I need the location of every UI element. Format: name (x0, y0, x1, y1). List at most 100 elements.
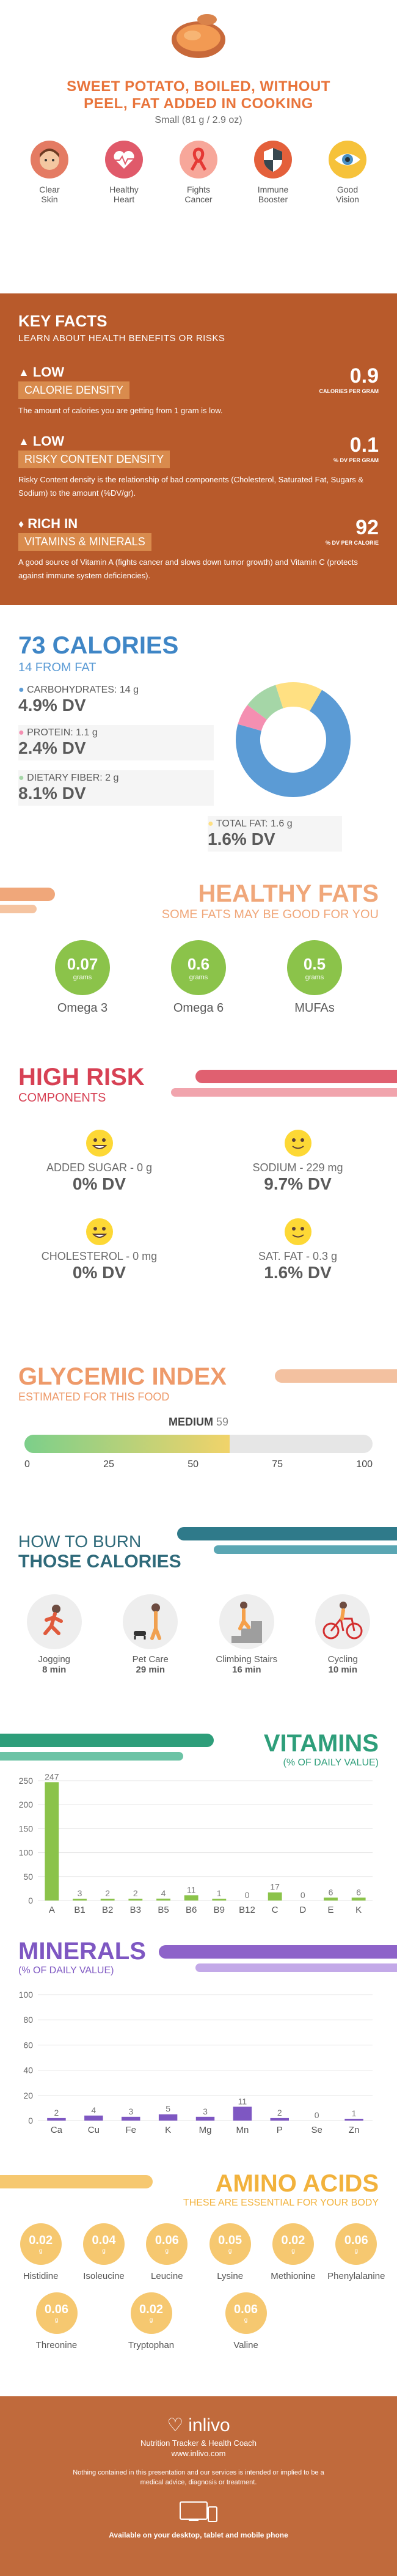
fat-value: 0.07 (67, 954, 98, 973)
smile-icon (86, 1218, 113, 1245)
bar (233, 2107, 252, 2121)
y-tick-label: 150 (19, 1823, 34, 1833)
x-tick-label: B6 (186, 1905, 197, 1915)
benefit-item: Healthy Heart (93, 141, 155, 204)
fact-name: VITAMINS & MINERALS (18, 533, 151, 551)
amino-section: AMINO ACIDS THESE ARE ESSENTIAL FOR YOUR… (0, 2164, 397, 2396)
devices-icon (24, 2500, 373, 2527)
bar (45, 1782, 59, 1901)
data-label: 1 (217, 1888, 222, 1898)
y-tick-label: 50 (23, 1872, 33, 1882)
serving-size: Small (81 g / 2.9 oz) (155, 115, 242, 125)
benefits-row: Clear Skin Healthy Heart Fights Cancer I… (0, 126, 397, 204)
data-label: 6 (356, 1887, 361, 1897)
amino-bubble: 0.02 g (130, 2292, 172, 2334)
tick-label: 0 (24, 1459, 30, 1470)
amino-value: 0.02 (139, 2303, 163, 2316)
macro-label: TOTAL FAT: 1.6 g (216, 819, 293, 829)
risk-dv: 9.7% DV (264, 1174, 332, 1193)
key-facts-subheading: LEARN ABOUT HEALTH BENEFITS OR RISKS (18, 333, 225, 344)
amino-item: 0.06 g Valine (216, 2292, 277, 2350)
x-tick-label: P (277, 2125, 283, 2135)
risk-label: ADDED SUGAR - 0 g (46, 1161, 153, 1174)
fat-label: Omega 6 (173, 1001, 224, 1015)
risk-item: CHOLESTEROL - 0 mg 0% DV (0, 1218, 198, 1282)
bar (158, 2114, 178, 2121)
glycemic-section: GLYCEMIC INDEX ESTIMATED FOR THIS FOOD M… (0, 1351, 397, 1516)
risk-item: ADDED SUGAR - 0 g 0% DV (0, 1130, 198, 1194)
glycemic-bar-fill (24, 1435, 230, 1453)
benefit-label: Heart (113, 194, 135, 204)
donut-slice-fat (236, 682, 351, 797)
healthy-fats-section: HEALTHY FATS SOME FATS MAY BE GOOD FOR Y… (0, 862, 397, 1045)
data-label: 11 (187, 1885, 196, 1894)
amino-unit: g (54, 2317, 59, 2324)
glycemic-value: 59 (216, 1416, 229, 1428)
data-label: 2 (133, 1888, 138, 1898)
amino-label: Lysine (217, 2271, 244, 2281)
healthy-fats-title: HEALTHY FATS (198, 880, 379, 907)
fat-unit: grams (73, 973, 92, 981)
brand-name: inlivo (188, 2415, 230, 2435)
fat-unit: grams (189, 973, 208, 981)
data-label: 3 (203, 2107, 208, 2116)
jogging-icon (26, 1594, 82, 1649)
macro-fat: ● TOTAL FAT: 1.6 g 1.6% DV (208, 816, 342, 852)
healthy-fats-subtitle: SOME FATS MAY BE GOOD FOR YOU (161, 908, 379, 921)
fact-description: Risky Content density is the relationshi… (18, 475, 364, 498)
heart-pulse-icon (105, 141, 143, 178)
glycemic-title: GLYCEMIC INDEX (18, 1363, 227, 1390)
minerals-bar-chart: 0 20 40 60 80 100 2 Ca 4 Cu 3 Fe 5 K 3 Mg 11 Mn 2 P 0 Se 1 Zn (19, 1990, 373, 2135)
amino-bubble: 0.06 g (335, 2223, 377, 2265)
tick-label: 50 (188, 1459, 198, 1470)
benefit-label: Healthy (109, 185, 139, 194)
bar (73, 1899, 87, 1901)
decor-stripes (275, 1369, 397, 1383)
amino-unit: g (102, 2248, 106, 2254)
smile-icon (284, 1218, 311, 1245)
dot-icon: ● (18, 727, 24, 738)
macro-dv: 1.6% DV (208, 830, 275, 848)
burn-item: Climbing Stairs 16 min (210, 1594, 283, 1675)
amino-item: 0.02 g Histidine (10, 2223, 71, 2281)
burn-item: Pet Care 29 min (114, 1594, 187, 1675)
benefit-item: Immune Booster (242, 141, 304, 204)
amino-unit: g (149, 2317, 153, 2324)
flame-icon: ▲ (18, 366, 29, 378)
risk-dv: 1.6% DV (264, 1263, 332, 1282)
amino-label: Tryptophan (128, 2340, 175, 2350)
amino-bubble: 0.04 g (82, 2223, 125, 2265)
fat-item: 0.07 grams Omega 3 (55, 940, 110, 1015)
burn-value: 10 min (328, 1665, 358, 1675)
data-label: 0 (245, 1890, 250, 1900)
fat-item: 0.6 grams Omega 6 (171, 940, 226, 1015)
high-risk-section: HIGH RISK COMPONENTS ADDED SUGAR - 0 g 0… (0, 1045, 397, 1351)
risk-item: SAT. FAT - 0.3 g 1.6% DV (198, 1218, 397, 1282)
page-title-line-2: PEEL, FAT ADDED IN COOKING (84, 95, 313, 112)
data-label: 6 (329, 1887, 333, 1897)
data-label: 4 (161, 1888, 166, 1898)
data-label: 2 (105, 1888, 110, 1898)
fat-item: 0.5 grams MUFAs (287, 940, 342, 1015)
bar (324, 1897, 338, 1901)
decor-stripes (0, 1752, 183, 1761)
calories-title: 73 CALORIES (18, 632, 179, 659)
y-tick-label: 200 (19, 1800, 34, 1809)
amino-label: Isoleucine (83, 2271, 125, 2281)
calories-from-fat: 14 FROM FAT (18, 661, 97, 674)
amino-bubble: 0.06 g (225, 2292, 267, 2334)
amino-label: Histidine (23, 2271, 59, 2281)
ribbon-icon (180, 141, 217, 178)
benefit-item: Fights Cancer (168, 141, 229, 204)
decor-stripes (214, 1545, 397, 1554)
benefit-label: Immune (257, 185, 289, 194)
x-tick-label: B2 (102, 1905, 113, 1915)
burn-label: Pet Care (132, 1654, 169, 1665)
risk-item: SODIUM - 229 mg 9.7% DV (198, 1130, 397, 1194)
footer-url[interactable]: www.inlivo.com (171, 2449, 226, 2458)
y-tick-label: 250 (19, 1776, 34, 1786)
pet-care-icon (123, 1594, 178, 1649)
calories-section: 73 CALORIES 14 FROM FAT ● CARBOHYDRATES:… (0, 605, 397, 862)
bar (47, 2118, 66, 2121)
x-tick-label: Mg (199, 2125, 212, 2135)
